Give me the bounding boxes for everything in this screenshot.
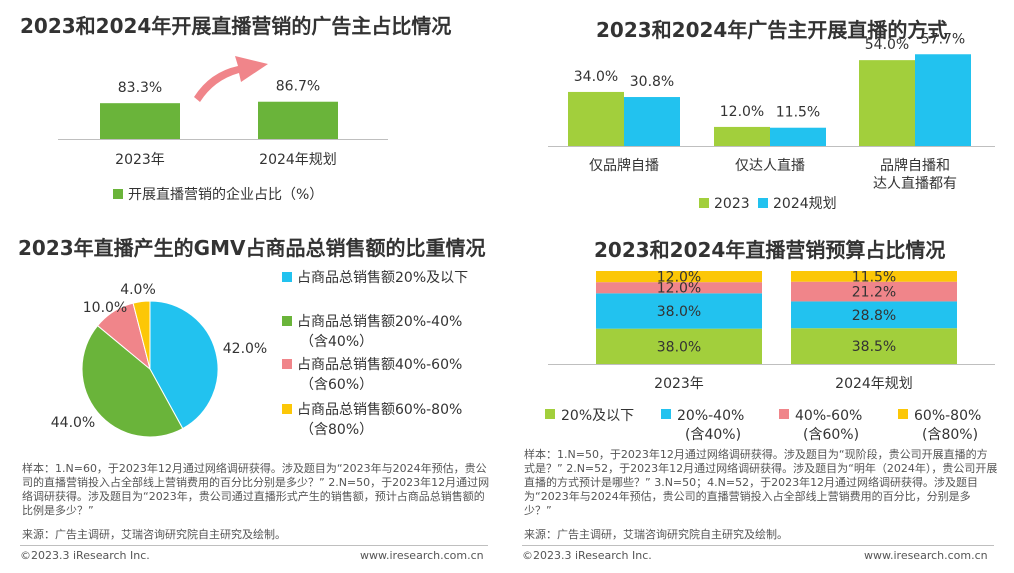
chart2-category-label: 达人直播都有 [873,175,957,192]
chart2-value-label: 57.7% [921,31,965,47]
chart2-value-label: 11.5% [776,105,820,121]
chart3-slice-label: 4.0% [120,282,156,298]
chart4-segment [791,281,957,302]
chart3-legend-label: （含60%） [300,377,373,393]
chart4-segment [596,271,762,283]
chart4-legend-swatch [779,409,789,419]
chart2-bar [859,60,915,146]
chart2-legend-label: 2024规划 [773,196,837,212]
chart3-legend-label: （含40%） [300,334,373,350]
chart4-segment-label: 12.0% [657,281,701,297]
chart4-segment-label: 38.0% [657,304,701,320]
chart2-bar [714,126,770,146]
chart2-value-label: 12.0% [720,104,764,120]
left-website-link[interactable]: www.iresearch.com.cn [360,549,484,562]
chart2-bar [568,91,624,146]
chart1-value-label: 86.7% [276,79,320,95]
right-website-link[interactable]: www.iresearch.com.cn [864,549,988,562]
chart3-slice-label: 44.0% [51,415,95,431]
left-source-note: 来源：广告主调研，艾瑞咨询研究院自主研究及绘制。 [22,528,286,541]
chart1-title: 2023和2024年开展直播营销的广告主占比情况 [20,14,452,38]
chart3-pie-slice [132,300,151,370]
chart2-category-label: 仅品牌自播 [589,157,659,174]
chart3-legend-swatch [282,404,292,414]
chart3-pie-slice [149,300,219,430]
right-sample-note: 样本：1.N=50，于2023年12月通过网络调研获得。涉及题目为“现阶段，贵公… [524,448,998,517]
left-footer-divider [20,545,488,546]
chart3-legend-swatch [282,359,292,369]
chart4-legend-label: (含60%) [803,427,859,443]
chart4-legend-swatch [545,409,555,419]
chart2-value-label: 30.8% [630,74,674,90]
chart4-segment [596,282,762,294]
chart4-segment-label: 12.0% [657,270,701,286]
chart2-bar [915,54,971,146]
chart4-legend-label: 20%-40% [677,408,744,424]
chart4-legend-label: 20%及以下 [561,408,634,424]
chart4-category-label: 2023年 [654,376,704,392]
chart2-value-label: 54.0% [865,37,909,53]
chart1-legend-swatch [113,189,123,199]
left-copyright: ©2023.3 iResearch Inc. [20,549,150,562]
chart4-category-label: 2024年规划 [835,376,913,392]
chart1-category-label: 2023年 [115,152,165,168]
chart1-bar [258,101,338,139]
left-sample-note: 样本：1.N=60，于2023年12月通过网络调研获得。涉及题目为“2023年与… [22,462,490,517]
chart2-category-label: 仅达人直播 [735,157,805,174]
chart4-segment-label: 11.5% [852,269,896,285]
chart1-bar [100,103,180,139]
growth-arrow-icon [194,56,268,102]
chart2-legend-swatch [758,198,768,208]
chart4-segment [791,328,957,364]
chart1-legend-label: 开展直播营销的企业占比（%） [128,186,323,203]
chart3-legend-label: （含80%） [300,422,373,438]
chart3-legend-swatch [282,272,292,282]
chart2-bar [624,97,680,146]
chart3-title: 2023年直播产生的GMV占商品总销售额的比重情况 [18,236,486,260]
chart3-legend-swatch [282,316,292,326]
chart2-legend-label: 2023 [714,196,750,212]
chart4-legend-label: 60%-80% [914,408,981,424]
chart4-segment [596,293,762,329]
chart3-legend-label: 占商品总销售额60%-80% [297,402,462,418]
right-copyright: ©2023.3 iResearch Inc. [522,549,652,562]
chart4-segment-label: 38.0% [657,339,701,355]
chart1-category-label: 2024年规划 [259,152,337,168]
chart4-segment [791,271,957,282]
chart2-category-label: 品牌自播和 [880,157,950,174]
chart3-slice-label: 10.0% [83,300,127,316]
chart4-legend-label: (含40%) [685,427,741,443]
chart2-title: 2023和2024年广告主开展直播的方式 [596,18,948,42]
chart4-legend-label: 40%-60% [795,408,862,424]
chart4-legend-label: (含80%) [922,427,978,443]
chart1-value-label: 83.3% [118,80,162,96]
chart4-segment-label: 21.2% [852,285,896,301]
chart4-title: 2023和2024年直播营销预算占比情况 [594,238,946,262]
chart3-legend-label: 占商品总销售额20%及以下 [297,270,468,286]
chart3-legend-label: 占商品总销售额20%-40% [297,314,462,330]
chart4-segment-label: 38.5% [852,339,896,355]
chart4-legend-swatch [898,409,908,419]
chart4-segment-label: 28.8% [852,308,896,324]
chart4-segment [791,301,957,329]
chart2-value-label: 34.0% [574,69,618,85]
right-footer-divider [522,545,994,546]
chart3-pie-slice [81,324,184,438]
chart2-bar [770,127,826,146]
chart4-segment [596,328,762,364]
chart4-legend-swatch [661,409,671,419]
chart3-legend-label: 占商品总销售额40%-60% [297,357,462,373]
chart3-slice-label: 42.0% [223,341,267,357]
chart2-legend-swatch [699,198,709,208]
right-source-note: 来源：广告主调研，艾瑞咨询研究院自主研究及绘制。 [524,528,788,541]
